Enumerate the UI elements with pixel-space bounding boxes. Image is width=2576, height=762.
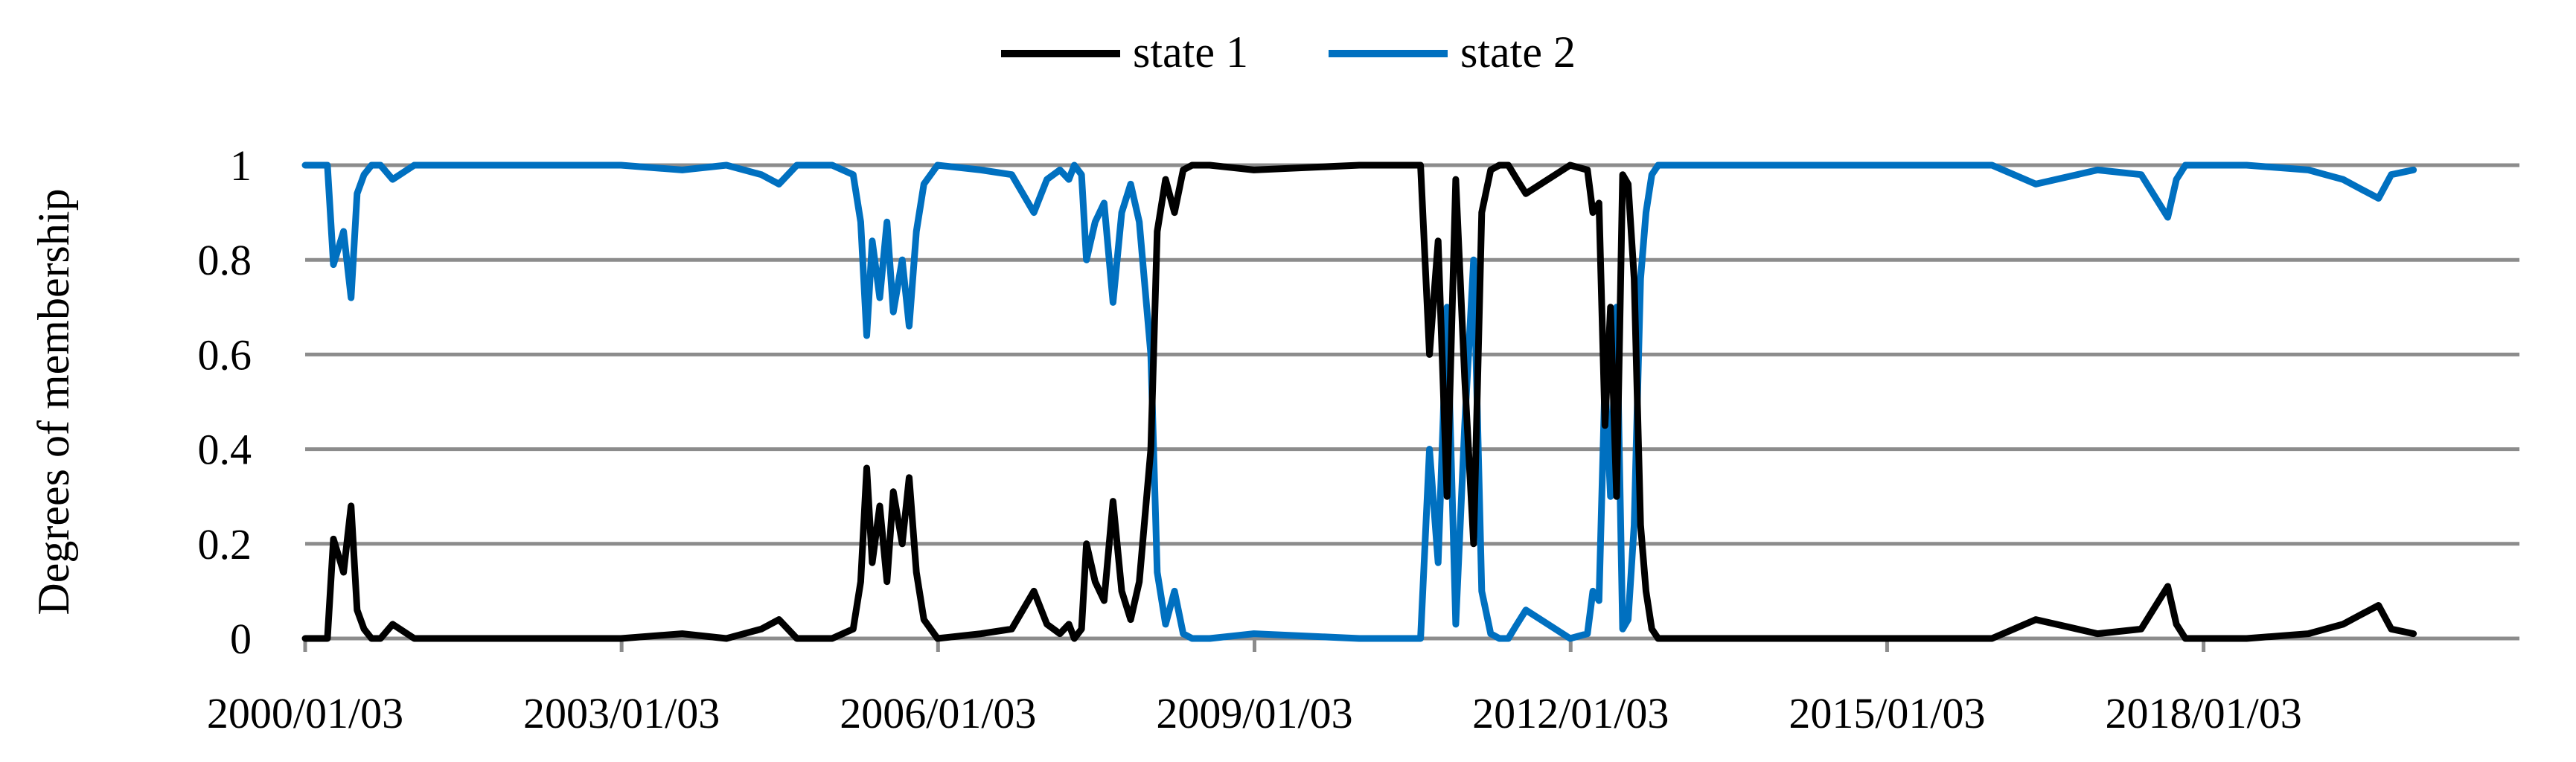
x-tick-labels: 2000/01/03 2003/01/03 2006/01/03 2009/01/03…	[207, 638, 2302, 737]
x-tick-label: 2003/01/03	[523, 689, 720, 737]
data-series	[301, 161, 2417, 642]
x-tick-label: 2018/01/03	[2105, 689, 2301, 737]
legend-label-state-2: state 2	[1460, 28, 1576, 77]
y-tick-label: 0.6	[198, 330, 252, 379]
gridlines	[305, 163, 2519, 641]
y-tick-label: 0	[230, 615, 252, 663]
y-tick-labels: 0 0.2 0.4 0.6 0.8 1	[198, 141, 252, 663]
y-axis-title: Degrees of membership	[29, 188, 78, 615]
y-tick-label: 1	[230, 141, 252, 190]
y-tick-label: 0.4	[198, 426, 252, 474]
x-tick-label: 2009/01/03	[1156, 689, 1352, 737]
legend: state 1 state 2	[1001, 28, 1576, 77]
series-line-state-2	[301, 161, 2417, 642]
x-tick-label: 2012/01/03	[1472, 689, 1669, 737]
x-tick-label: 2000/01/03	[207, 689, 403, 737]
y-tick-label: 0.8	[198, 236, 252, 284]
series-line-state-1	[301, 161, 2417, 642]
x-tick-label: 2015/01/03	[1789, 689, 1985, 737]
legend-label-state-1: state 1	[1133, 28, 1248, 77]
x-tick-label: 2006/01/03	[840, 689, 1036, 737]
y-tick-label: 0.2	[198, 520, 252, 569]
